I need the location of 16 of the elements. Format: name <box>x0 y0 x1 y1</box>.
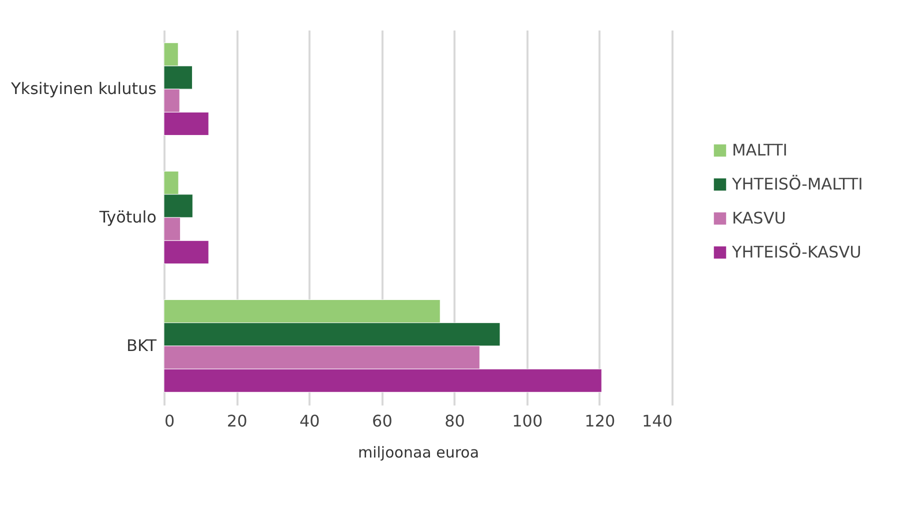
y-tick-label: BKT <box>126 336 157 355</box>
x-tick-label: 20 <box>226 412 248 430</box>
x-tick-label: 120 <box>584 412 616 430</box>
y-tick-label: Työtulo <box>98 208 156 226</box>
x-axis-title: miljoonaa euroa <box>358 444 480 462</box>
legend-label: YHTEISÖ-KASVU <box>731 242 862 262</box>
x-tick-label: 80 <box>444 412 465 430</box>
x-tick-label: 0 <box>164 412 175 430</box>
legend-label: YHTEISÖ-MALTTI <box>731 174 863 194</box>
legend-label: KASVU <box>732 208 786 228</box>
legend-label: MALTTI <box>732 140 788 160</box>
x-tick-label: 40 <box>299 412 320 430</box>
x-tick-label: 100 <box>512 412 543 430</box>
x-tick-label: 60 <box>372 412 392 430</box>
x-tick-label: 140 <box>642 412 672 430</box>
y-tick-label: Yksityinen kulutus <box>10 79 156 98</box>
